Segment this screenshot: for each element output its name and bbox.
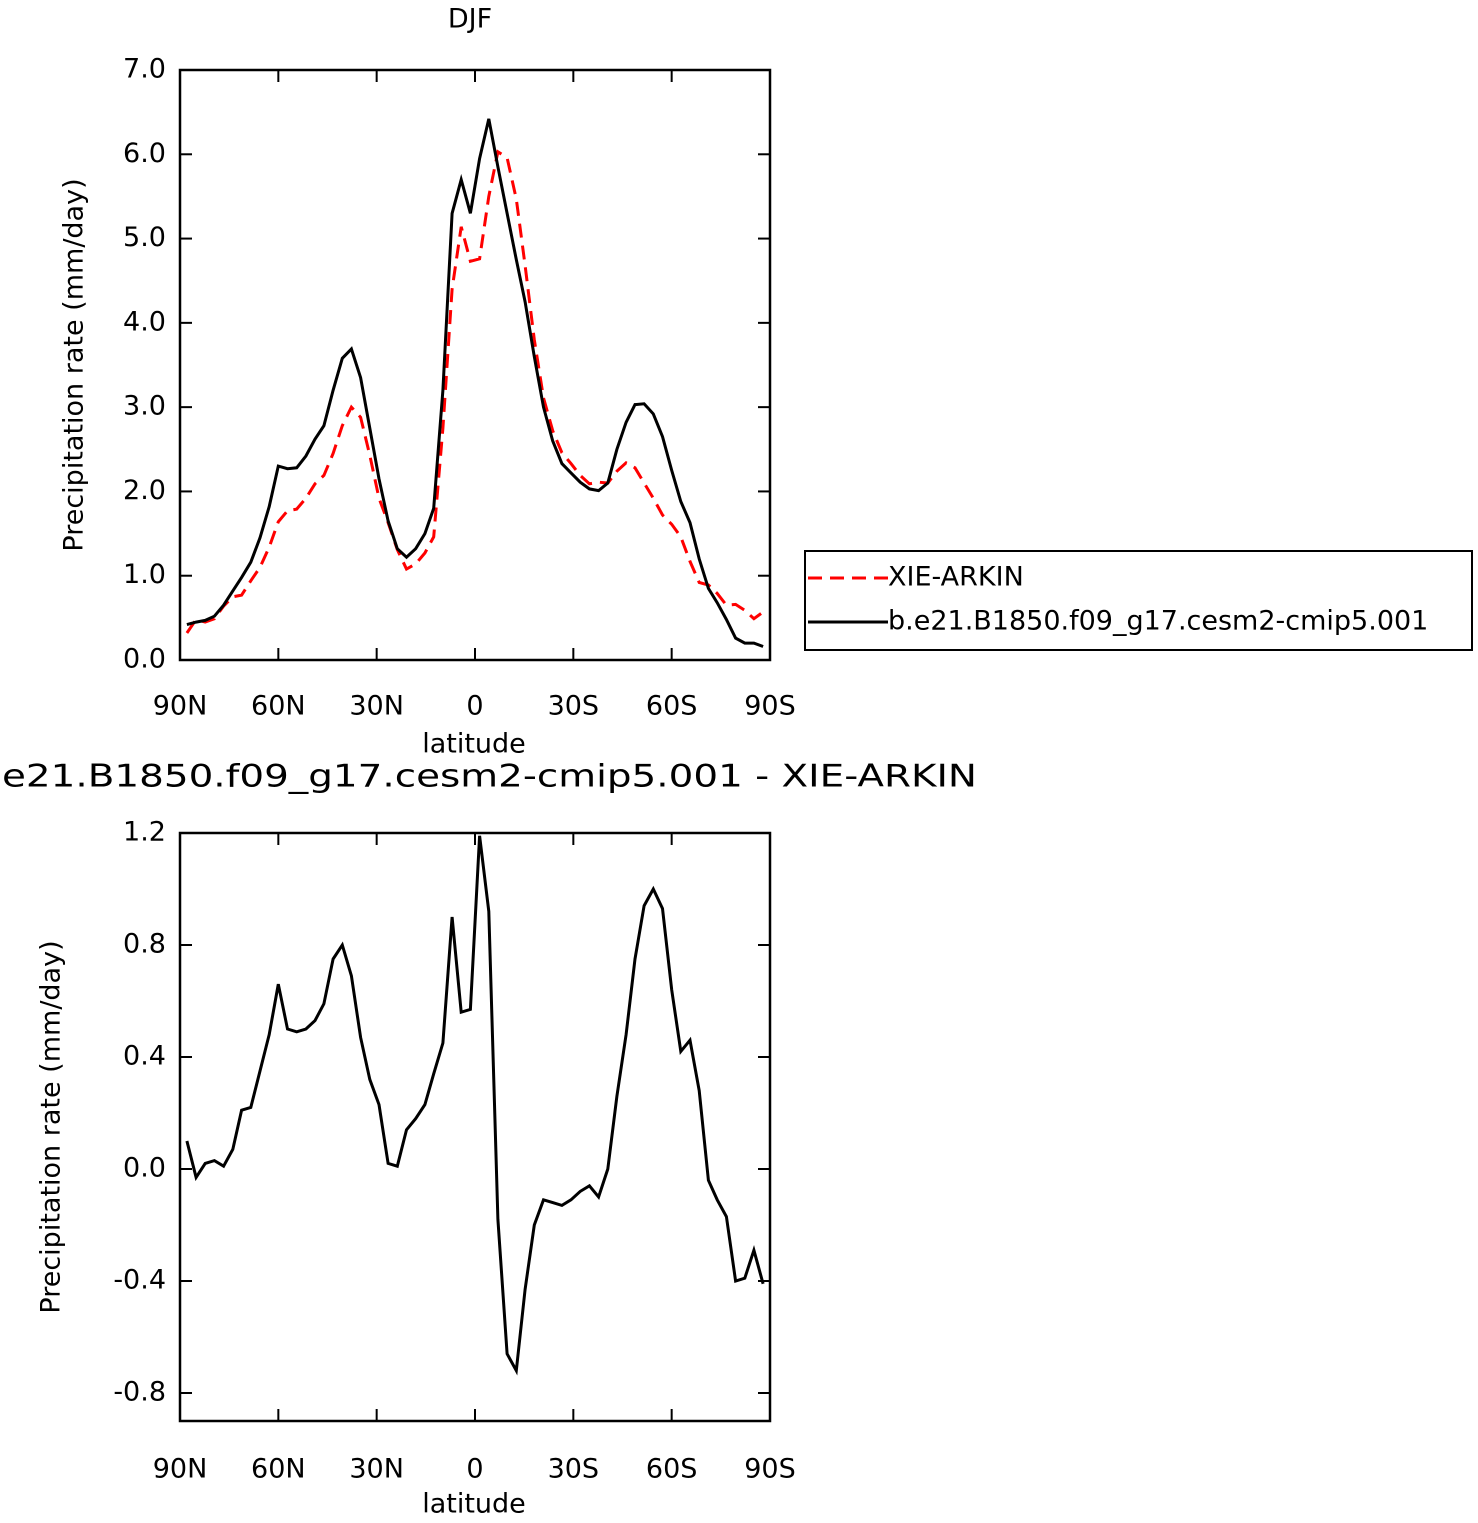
x-tick-label: 90N [153,691,208,722]
y-tick-label: 1.0 [123,559,166,590]
y-tick-label: 3.0 [123,391,166,422]
y-tick-label: 1.2 [123,817,166,848]
x-tick-label: 90S [744,691,796,722]
y-tick-label: 0.4 [123,1041,166,1072]
chart-title: e21.B1850.f09_g17.cesm2-cmip5.001 - XIE-… [2,759,977,795]
x-tick-label: 0 [466,691,483,722]
data-line [185,835,765,1376]
y-tick-label: -0.4 [113,1265,166,1296]
x-tick-label: 30S [548,1454,600,1485]
legend-box [804,550,1473,651]
x-tick-label: 60N [251,691,306,722]
y-tick-label: 2.0 [123,475,166,506]
y-tick-label: 4.0 [123,306,166,337]
y-tick-label: 7.0 [123,54,166,85]
plot-frame [178,68,772,662]
y-tick-label: -0.8 [113,1377,166,1408]
x-tick-label: 0 [466,1454,483,1485]
x-tick-label: 30N [349,1454,404,1485]
y-axis-label: Precipitation rate (mm/day) [59,178,90,551]
x-axis-label: latitude [422,1489,526,1520]
x-tick-label: 60S [646,1454,698,1485]
x-tick-label: 30N [349,691,404,722]
x-tick-label: 60N [251,1454,306,1485]
y-tick-label: 0.0 [123,1153,166,1184]
data-line [185,149,764,634]
y-tick-label: 5.0 [123,222,166,253]
y-tick-label: 0.0 [123,644,166,675]
y-axis-label: Precipitation rate (mm/day) [36,940,67,1313]
x-tick-label: 90N [153,1454,208,1485]
legend-label: XIE-ARKIN [888,562,1024,593]
x-tick-label: 60S [646,691,698,722]
legend-label: b.e21.B1850.f09_g17.cesm2-cmip5.001 [888,606,1428,637]
y-tick-label: 6.0 [123,138,166,169]
x-tick-label: 30S [548,691,600,722]
data-line [186,118,764,648]
y-tick-label: 0.8 [123,929,166,960]
x-tick-label: 90S [744,1454,796,1485]
chart-title: DJF [448,4,492,35]
plot-frame [178,831,772,1423]
x-axis-label: latitude [422,729,526,760]
